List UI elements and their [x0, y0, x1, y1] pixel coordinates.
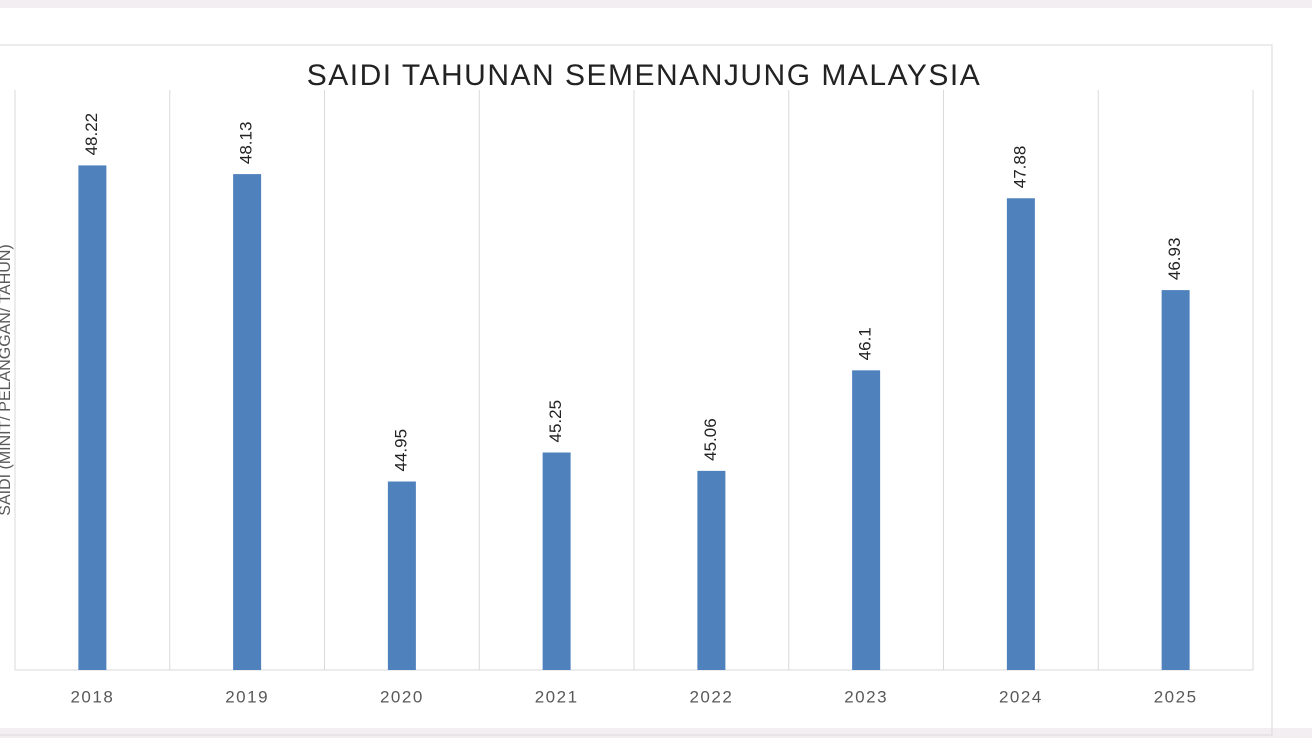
bar — [233, 174, 262, 670]
data-label: 47.88 — [1010, 146, 1029, 189]
x-tick-label: 2025 — [1154, 687, 1198, 706]
x-tick-label: 2022 — [689, 687, 733, 706]
bar — [1161, 290, 1190, 670]
bar — [1006, 198, 1035, 670]
plot-frame — [0, 44, 1273, 736]
y-axis-label: SAIDI (MINIT/ PELANGGAN/ TAHUN) — [0, 244, 14, 515]
data-label: 46.93 — [1165, 238, 1184, 281]
data-label: 45.25 — [546, 400, 565, 443]
x-tick-label: 2021 — [535, 687, 579, 706]
x-tick-label: 2020 — [380, 687, 424, 706]
bar — [78, 165, 107, 670]
bar — [697, 470, 726, 670]
x-tick-label: 2019 — [225, 687, 269, 706]
x-tick-label: 2024 — [999, 687, 1043, 706]
bar — [542, 452, 571, 670]
x-tick-label: 2023 — [844, 687, 888, 706]
data-label: 45.06 — [701, 418, 720, 461]
data-label: 48.22 — [82, 113, 101, 156]
chart-background — [0, 8, 1312, 728]
bar — [852, 370, 881, 670]
data-label: 46.1 — [856, 327, 875, 360]
data-label: 48.13 — [237, 122, 256, 165]
chart-title: SAIDI TAHUNAN SEMENANJUNG MALAYSIA — [307, 59, 981, 92]
x-tick-label: 2018 — [70, 687, 114, 706]
data-label: 44.95 — [391, 429, 410, 472]
bar — [387, 481, 416, 670]
